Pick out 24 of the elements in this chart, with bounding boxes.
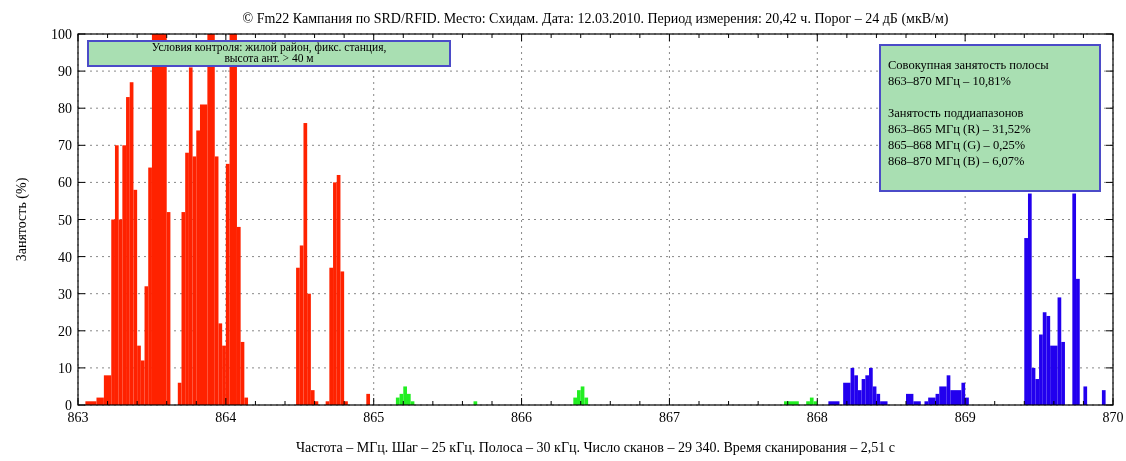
- y-tick-label: 10: [58, 360, 72, 376]
- y-tick-label: 80: [58, 101, 72, 117]
- chart-title: © Fm22 Кампания по SRD/RFID. Место: Схидам. Дата: 12.03.2010. Период измерения: 20,42 ч. Порог – 24 дБ (мкВ/м): [242, 11, 949, 27]
- x-axis-title: Частота – МГц. Шаг – 25 кГц. Полоса – 30 кГц. Число сканов – 29 340. Время сканирования – 2,51 с: [295, 440, 896, 455]
- x-tick-label: 870: [1102, 410, 1124, 425]
- y-tick-label: 90: [58, 64, 72, 80]
- annotation: Условия контроля: жилой район, фикс. станция, высота ант. > 40 м: [151, 41, 387, 64]
- x-tick-label: 863: [67, 410, 89, 425]
- y-tick-label: 30: [58, 286, 72, 302]
- x-tick-label: 864: [215, 410, 237, 425]
- y-tick-label: 0: [65, 398, 72, 413]
- y-tick-label: 40: [58, 249, 72, 265]
- x-tick-label: 868: [806, 410, 828, 425]
- x-tick-label: 866: [511, 410, 533, 425]
- y-tick-label: 20: [58, 323, 72, 339]
- x-tick-label: 867: [658, 410, 680, 425]
- x-tick-label: 869: [954, 410, 976, 425]
- text: Совокупная занятость полосы 863–870 МГц – 10,81% Занятость поддиапазонов 863–865 МГц (R) – 31,52% 865–868 МГц (G) – 0,25% 868–870 МГц (B) – 6,07%: [888, 58, 1049, 168]
- y-tick-label: 50: [58, 212, 72, 228]
- y-tick-label: 100: [51, 27, 72, 42]
- x-tick-label: 865: [363, 410, 385, 425]
- y-tick-label: 60: [58, 175, 72, 191]
- y-axis-title: Занятость (%): [14, 177, 30, 262]
- y-tick-label: 70: [58, 138, 72, 154]
